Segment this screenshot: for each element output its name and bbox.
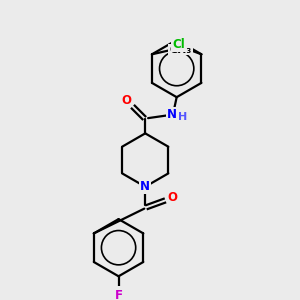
- Text: Cl: Cl: [172, 38, 185, 51]
- Text: N: N: [167, 108, 177, 121]
- Text: F: F: [115, 289, 123, 300]
- Text: O: O: [121, 94, 131, 106]
- Text: N: N: [140, 180, 150, 193]
- Text: H: H: [178, 112, 187, 122]
- Text: O: O: [168, 191, 178, 204]
- Text: CH₃: CH₃: [169, 44, 192, 55]
